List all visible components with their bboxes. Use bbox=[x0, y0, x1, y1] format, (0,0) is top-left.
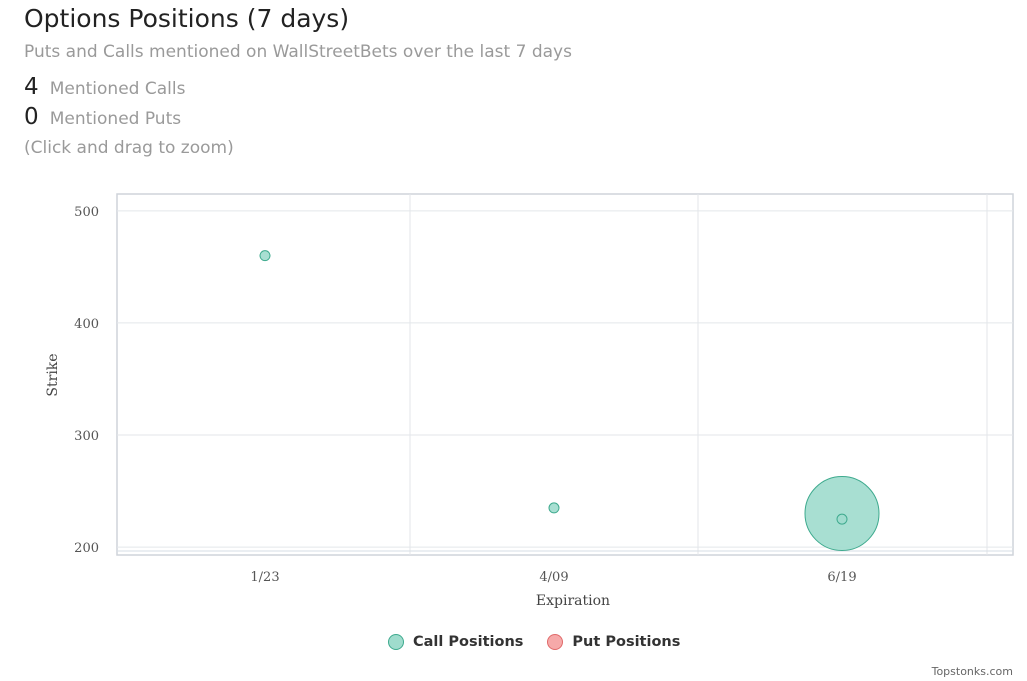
puts-stat: 0 Mentioned Puts bbox=[24, 104, 181, 130]
x-tick-label: 4/09 bbox=[539, 570, 568, 585]
y-axis-ticks: 200 300 400 500 bbox=[74, 205, 99, 556]
puts-label: Mentioned Puts bbox=[49, 109, 182, 129]
y-tick-label: 500 bbox=[74, 205, 99, 220]
x-axis-ticks: 1/23 4/09 6/19 bbox=[250, 570, 856, 585]
data-points bbox=[259, 250, 880, 552]
legend-label-calls: Call Positions bbox=[413, 634, 524, 650]
plot-border bbox=[116, 193, 1014, 556]
y-tick-label: 200 bbox=[74, 541, 99, 556]
chart-grid bbox=[116, 193, 1014, 556]
legend-label-puts: Put Positions bbox=[572, 634, 681, 650]
x-tick-label: 6/19 bbox=[827, 570, 856, 585]
y-tick-label: 300 bbox=[74, 429, 99, 444]
legend-item-puts[interactable]: Put Positions bbox=[547, 634, 680, 650]
data-point bbox=[259, 250, 271, 262]
x-tick-label: 1/23 bbox=[250, 570, 279, 585]
x-axis-label: Expiration bbox=[536, 593, 610, 609]
data-point bbox=[548, 502, 560, 514]
calls-count: 4 bbox=[24, 74, 39, 100]
puts-count: 0 bbox=[24, 104, 39, 130]
data-point bbox=[804, 476, 880, 552]
calls-label: Mentioned Calls bbox=[49, 79, 186, 99]
y-axis-label: Strike bbox=[45, 353, 61, 396]
credit-link[interactable]: Topstonks.com bbox=[931, 665, 1013, 678]
legend-item-calls[interactable]: Call Positions bbox=[388, 634, 523, 650]
page-title: Options Positions (7 days) bbox=[24, 4, 350, 33]
data-point bbox=[836, 513, 848, 525]
put-swatch-icon bbox=[547, 634, 564, 650]
calls-stat: 4 Mentioned Calls bbox=[24, 74, 185, 100]
call-swatch-icon bbox=[388, 634, 404, 650]
chart-legend: Call Positions Put Positions bbox=[388, 634, 704, 650]
zoom-hint: (Click and drag to zoom) bbox=[24, 138, 234, 158]
page-subtitle: Puts and Calls mentioned on WallStreetBe… bbox=[24, 42, 572, 62]
y-tick-label: 400 bbox=[74, 317, 99, 332]
